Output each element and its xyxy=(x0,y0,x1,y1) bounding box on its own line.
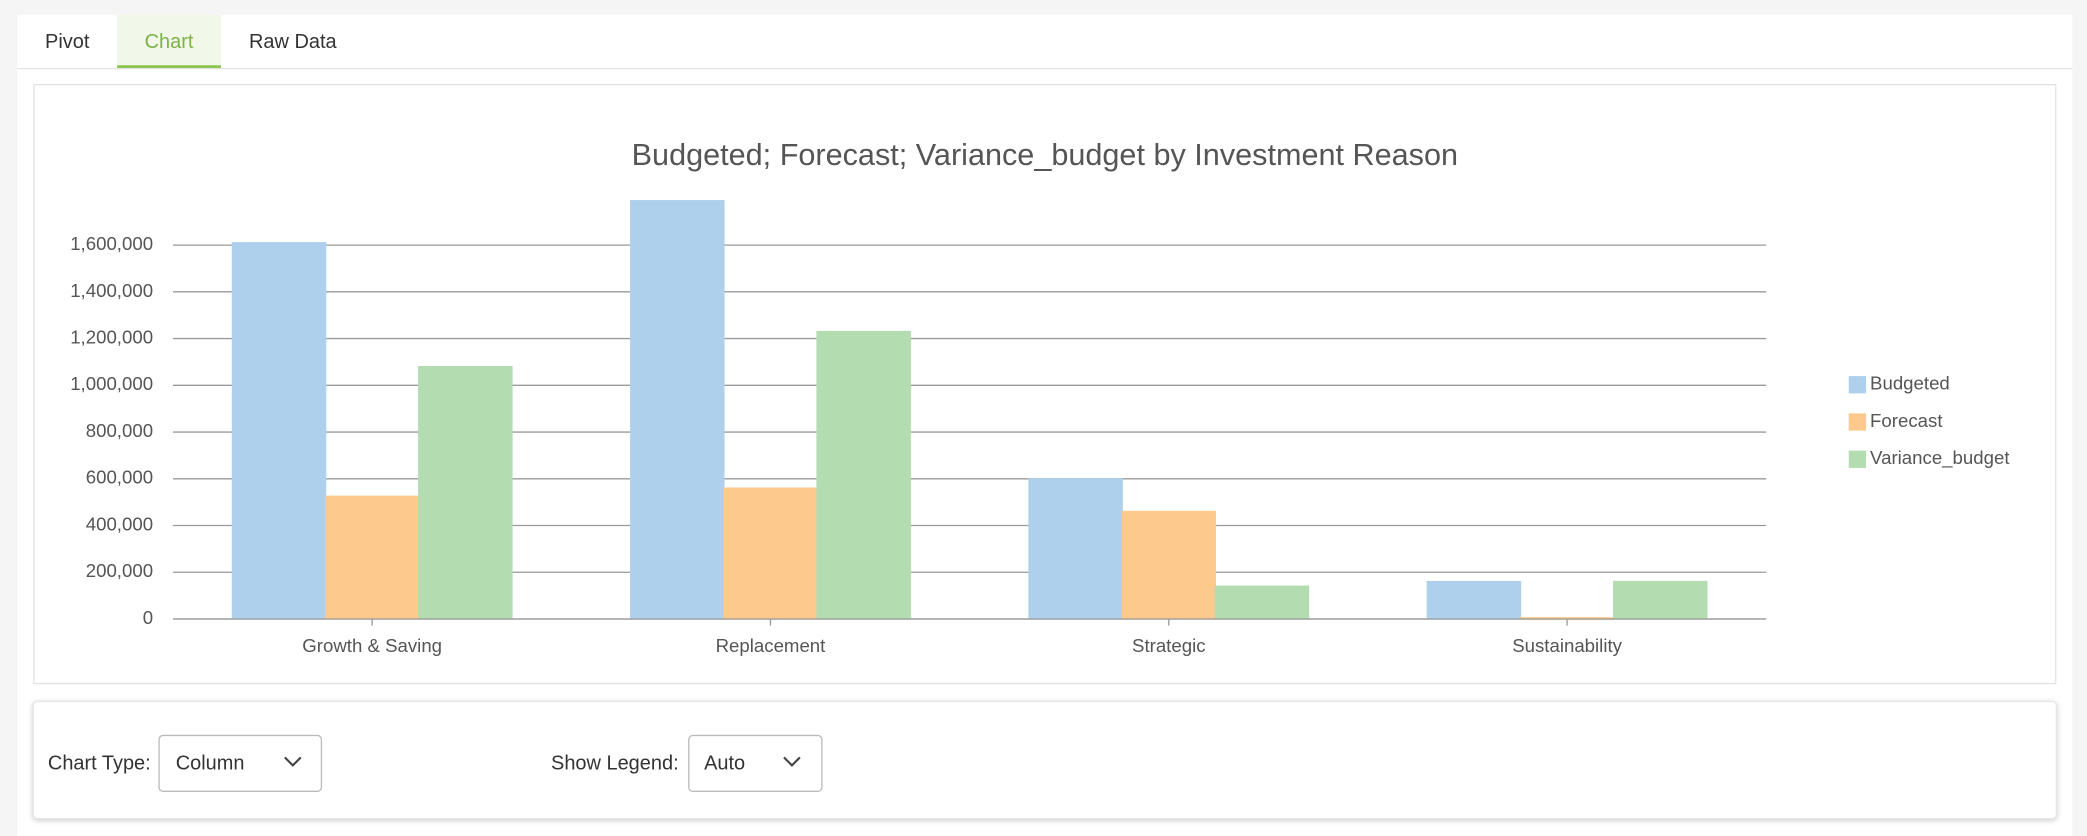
x-tick-label: Strategic xyxy=(1132,635,1206,656)
legend-label: Variance_budget xyxy=(1870,447,2010,469)
bar xyxy=(1214,585,1310,620)
dropdown-value[interactable]: Column xyxy=(176,752,245,774)
chevron[interactable] xyxy=(284,756,302,767)
chart-title: Budgeted; Forecast; Variance_budget by I… xyxy=(632,138,1458,172)
bar xyxy=(1426,580,1522,620)
legend-label: Budgeted xyxy=(1870,373,1950,394)
dropdown-value[interactable]: Auto xyxy=(704,752,745,774)
y-tick-label: 1,000,000 xyxy=(70,373,153,394)
bar xyxy=(231,242,327,620)
bar xyxy=(630,200,725,620)
legend-swatch xyxy=(1848,413,1867,431)
show-legend-label: Show Legend: xyxy=(551,752,679,774)
tab-active-bg[interactable] xyxy=(117,14,221,68)
y-tick-label: 1,200,000 xyxy=(70,327,153,348)
legend-label: Forecast xyxy=(1870,410,1943,431)
chart-type-label: Chart Type: xyxy=(48,752,151,774)
legend-swatch xyxy=(1848,450,1867,468)
chart: 0 200,000 400,000 600,000 800,000 1,000,000 1,… xyxy=(70,200,2010,656)
bar xyxy=(1121,510,1217,620)
y-tick-label: 200,000 xyxy=(86,560,153,581)
y-tick-label: 0 xyxy=(143,607,153,628)
y-tick-label: 600,000 xyxy=(86,467,153,488)
x-tick-label: Sustainability xyxy=(1512,635,1622,656)
legend-swatch xyxy=(1848,376,1867,394)
tab-active-underline[interactable] xyxy=(117,65,221,68)
dropdown-box[interactable] xyxy=(158,734,323,793)
bar xyxy=(418,365,513,620)
tab[interactable]: Raw Data xyxy=(249,31,338,53)
x-tick-label: Growth & Saving xyxy=(302,635,442,656)
show-legend-dropdown[interactable]: Auto xyxy=(688,734,823,793)
tab-bar: Pivot Chart Raw Data xyxy=(45,14,338,68)
bar xyxy=(1028,478,1123,620)
y-tick-label: 1,400,000 xyxy=(70,280,153,301)
x-tick-label: Replacement xyxy=(716,635,827,656)
chart-type-dropdown[interactable]: Column xyxy=(158,734,323,793)
y-tick-label: 400,000 xyxy=(86,513,153,534)
dropdown-box[interactable] xyxy=(688,734,823,793)
controls-panel xyxy=(32,700,2058,820)
chevron[interactable] xyxy=(783,756,801,767)
bar xyxy=(1612,580,1708,620)
y-tick-label: 1,600,000 xyxy=(70,233,153,254)
bar xyxy=(324,495,420,620)
bar xyxy=(723,487,818,620)
tab[interactable]: Pivot xyxy=(45,31,90,53)
bar xyxy=(816,330,911,620)
y-tick-label: 800,000 xyxy=(86,420,153,441)
tab[interactable]: Chart xyxy=(145,31,194,53)
